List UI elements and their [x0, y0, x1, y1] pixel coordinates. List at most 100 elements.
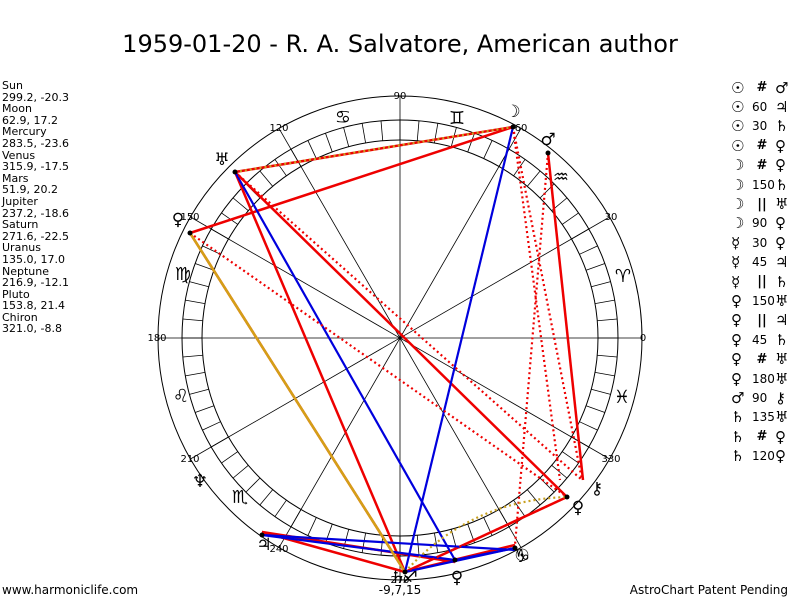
pluto-glyph: ♀: [172, 210, 184, 230]
aspect-line: [546, 152, 585, 481]
aspect-symbol: #: [756, 138, 768, 154]
aspect-planet-1: ☉: [731, 117, 745, 136]
degree-labels: 90 120 150 180 210 240 270 330 30 60 0: [147, 91, 646, 586]
aspect-row: ☿ || ♄: [731, 272, 800, 291]
degree-tick: [594, 299, 615, 305]
degree-label: 240: [269, 544, 288, 555]
house-lines: [158, 96, 642, 580]
zodiac-sign-glyph: ♏: [232, 487, 248, 508]
aspect-row: ☿ 45 ♃: [731, 253, 800, 272]
aspect-symbol: ||: [757, 196, 767, 212]
degree-tick: [245, 477, 261, 493]
aspect-row: ☉ 30 ♄: [731, 117, 800, 136]
planet-dot: [564, 494, 570, 500]
aspect-planet-2: ♀: [775, 233, 786, 252]
aspect-row: ♀ 180 ♅: [731, 369, 800, 388]
aspect-line: [261, 533, 516, 552]
aspect-planet-2: ♀: [775, 447, 786, 466]
aspect-row: ♀ || ♃: [731, 311, 800, 330]
degree-tick: [380, 120, 384, 141]
aspect-row: ♀ 45 ♄: [731, 330, 800, 349]
zodiac-sign-glyph: ♑: [514, 546, 530, 567]
aspect-planet-2: ♀: [775, 214, 786, 233]
degree-tick: [483, 140, 493, 159]
zodiac-sign-glyph: ♈: [615, 266, 631, 287]
aspect-line: [234, 171, 456, 561]
degree-tick: [185, 299, 206, 305]
aspect-symbol: ||: [757, 312, 767, 328]
degree-label: 30: [605, 212, 618, 223]
aspect-row: ♄ # ♀: [731, 427, 800, 446]
aspect-symbol: #: [756, 80, 768, 96]
aspect-symbol: 90: [752, 216, 768, 231]
planet-dot: [452, 557, 458, 563]
degree-tick: [195, 263, 215, 271]
aspect-planet-2: ♀: [775, 136, 786, 155]
aspect-row: ♀ 150 ♅: [731, 291, 800, 310]
aspect-planet-1: ☿: [731, 233, 741, 252]
bottom-degree-label: -9,7,15: [378, 583, 422, 597]
degree-label: 60: [515, 123, 528, 134]
planet-coords: 51.9, 20.2: [2, 183, 58, 197]
aspect-arc-dotted: [404, 495, 568, 573]
aspect-symbol: 45: [752, 332, 768, 347]
planet-dot: [187, 230, 193, 236]
aspect-planet-1: ♄: [731, 408, 745, 427]
aspect-line-dotted: [511, 126, 562, 481]
degree-tick: [195, 405, 215, 413]
aspect-planet-1: ♀: [731, 311, 742, 330]
aspect-symbol: 150: [752, 293, 775, 308]
planet-name: Moon: [2, 102, 32, 116]
aspect-line-dotted: [234, 171, 583, 481]
degree-label: 120: [269, 123, 288, 134]
planet-name: Pluto: [2, 287, 30, 301]
aspect-planet-2: ♅: [775, 350, 789, 369]
planet-coords: 153.8, 21.4: [2, 299, 65, 313]
aspect-row: ☽ # ♀: [731, 156, 800, 175]
degree-tick: [185, 371, 206, 377]
aspect-planet-1: ☽: [731, 195, 745, 214]
planet-dot: [232, 169, 238, 175]
planet-coords: 62.9, 17.2: [2, 113, 58, 127]
aspect-row: ☽ 90 ♀: [731, 214, 800, 233]
aspect-lines: [187, 124, 585, 575]
aspect-planet-2: ♄: [775, 272, 789, 291]
degree-label: 210: [180, 454, 199, 465]
zodiac-sign-glyph: ♌: [173, 386, 189, 407]
planet-name: Chiron: [2, 310, 38, 324]
planet-glyphs: ☽ ♂ ♅ ♀ ♃ ♄ ☉ ♀ ♀ ⚷: [172, 102, 603, 588]
aspect-planet-1: ♀: [731, 291, 742, 310]
zodiac-sign-glyph: ♓: [614, 387, 630, 408]
aspect-planet-1: ☽: [731, 156, 745, 175]
aspect-line: [233, 171, 407, 573]
house-line: [190, 216, 610, 460]
aspect-line: [189, 125, 514, 235]
degree-tick: [561, 212, 579, 225]
planet-coords: 315.9, -17.5: [2, 160, 69, 174]
zodiac-sign-glyph: ♊: [449, 108, 465, 129]
aspect-symbol: #: [756, 429, 768, 445]
aspect-line-dotted: [511, 126, 584, 481]
degree-tick: [232, 197, 249, 212]
aspect-planet-1: ♄: [731, 447, 745, 466]
planet-dot: [545, 150, 551, 156]
degree-tick: [221, 451, 239, 464]
aspect-planet-2: ♃: [775, 98, 789, 117]
degree-tick: [325, 133, 333, 153]
aspect-planet-2: ♅: [775, 291, 789, 310]
footer-patent: AstroChart Patent Pending: [629, 583, 788, 597]
planet-coords: 271.6, -22.5: [2, 229, 69, 243]
aspect-planet-1: ☿: [731, 253, 741, 272]
aspect-symbol: 90: [752, 390, 768, 405]
aspect-line-dotted: [189, 232, 568, 498]
aspect-planet-2: ♄: [775, 330, 789, 349]
aspect-line-dotted: [513, 152, 550, 546]
degree-tick: [307, 517, 317, 536]
aspect-row: ☽ || ♅: [731, 194, 800, 213]
mercury-glyph: ♀: [451, 568, 463, 588]
degree-label: 270: [390, 575, 409, 586]
planet-name: Venus: [2, 148, 36, 162]
aspect-symbol: 150: [752, 177, 775, 192]
planet-name: Jupiter: [2, 194, 38, 208]
aspect-planet-1: ☉: [731, 78, 745, 97]
